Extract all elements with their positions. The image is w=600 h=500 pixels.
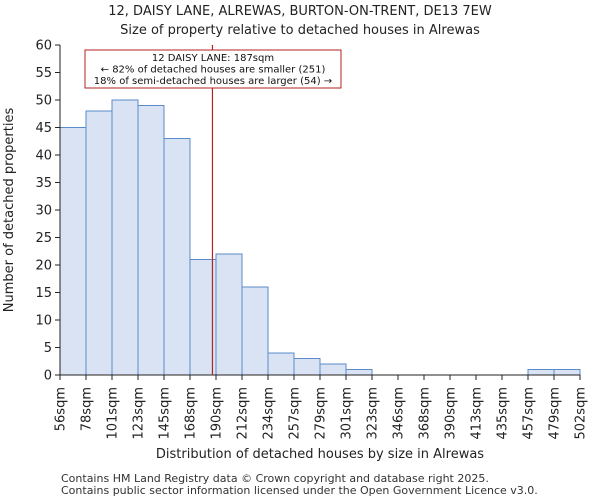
y-tick-label: 15 — [35, 286, 52, 301]
footer-copyright-line: Contains HM Land Registry data © Crown c… — [61, 472, 489, 485]
x-tick-label: 301sqm — [340, 387, 355, 440]
y-tick-label: 30 — [35, 204, 52, 219]
x-tick-label: 234sqm — [262, 387, 277, 440]
axes-layer: 0 5 10 15 20 25 30 35 40 45 50 55 60 56sqm 78sqm 101sqm… — [35, 39, 588, 440]
histogram-bar — [163, 138, 191, 376]
annotation-line: 12 DAISY LANE: 187sqm — [152, 53, 274, 64]
x-tick-label: 413sqm — [470, 387, 485, 440]
histogram-bar — [85, 110, 113, 376]
x-tick-label: 279sqm — [314, 387, 329, 440]
y-tick-label: 60 — [35, 39, 52, 54]
x-tick-label: 479sqm — [548, 387, 563, 440]
x-tick-label: 502sqm — [574, 387, 589, 440]
x-tick-label: 145sqm — [158, 387, 173, 440]
y-tick-label: 40 — [35, 149, 52, 164]
histogram-bar — [267, 352, 295, 376]
x-tick-label: 257sqm — [288, 387, 303, 440]
x-tick-label: 101sqm — [106, 387, 121, 440]
histogram-bar — [241, 286, 269, 376]
annotation-line: 18% of semi-detached houses are larger (… — [94, 76, 332, 87]
x-tick-label: 457sqm — [522, 387, 537, 440]
histogram-bar — [59, 127, 87, 376]
y-tick-label: 55 — [35, 66, 52, 81]
x-tick-label: 368sqm — [418, 387, 433, 440]
x-axis-title: Distribution of detached houses by size … — [156, 447, 484, 462]
histogram-bar — [215, 253, 243, 376]
x-tick-label: 323sqm — [366, 387, 381, 440]
x-tick-label: 168sqm — [184, 387, 199, 440]
histogram-bar — [319, 363, 347, 376]
x-tick-label: 346sqm — [392, 387, 407, 440]
histogram-bar — [137, 105, 165, 376]
annotation-box — [84, 49, 342, 89]
histogram-bar — [189, 259, 217, 376]
marker-layer: 12 DAISY LANE: 187sqm← 82% of detached h… — [84, 45, 342, 375]
footer: Contains HM Land Registry data © Crown c… — [61, 473, 538, 497]
chart-title-block: 12, DAISY LANE, ALREWAS, BURTON-ON-TRENT… — [0, 2, 600, 40]
footer-licence-line: Contains public sector information licen… — [61, 484, 538, 497]
x-tick-label: 78sqm — [80, 387, 95, 431]
histogram-bar — [527, 369, 555, 376]
y-tick-label: 0 — [44, 369, 52, 384]
y-tick-label: 5 — [44, 341, 52, 356]
x-tick-label: 190sqm — [210, 387, 225, 440]
histogram-bar — [111, 99, 139, 376]
y-tick-label: 10 — [35, 314, 52, 329]
y-tick-label: 45 — [35, 121, 52, 136]
annotation-line: ← 82% of detached houses are smaller (25… — [101, 65, 326, 76]
histogram-bar — [553, 369, 581, 376]
chart-subtitle: Size of property relative to detached ho… — [120, 23, 480, 38]
x-tick-label: 123sqm — [132, 387, 147, 440]
histogram-bar — [345, 369, 373, 376]
x-tick-label: 212sqm — [236, 387, 251, 440]
y-tick-label: 25 — [35, 231, 52, 246]
x-tick-label: 56sqm — [54, 387, 69, 431]
histogram-bar — [293, 358, 321, 376]
x-tick-label: 390sqm — [444, 387, 459, 440]
y-axis-title: Number of detached properties — [2, 108, 17, 313]
chart-title: 12, DAISY LANE, ALREWAS, BURTON-ON-TRENT… — [108, 4, 492, 19]
y-tick-label: 35 — [35, 176, 52, 191]
x-tick-label: 435sqm — [496, 387, 511, 440]
bars-layer — [59, 99, 581, 376]
y-tick-label: 50 — [35, 94, 52, 109]
y-tick-label: 20 — [35, 259, 52, 274]
